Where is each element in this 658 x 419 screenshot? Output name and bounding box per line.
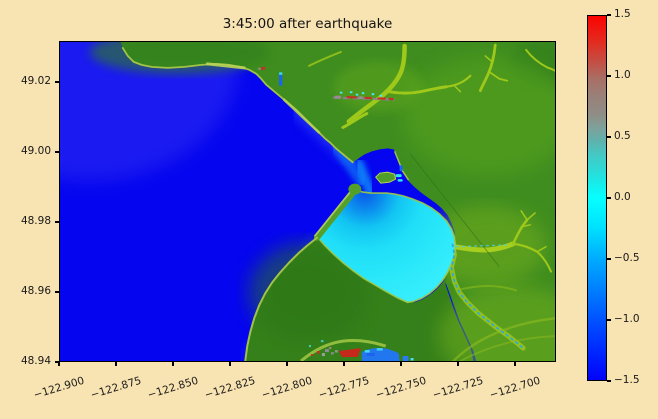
y-tick-label: 48.96 [20, 284, 51, 297]
x-tick-mark [400, 362, 402, 366]
colorbar-tick-label: −0.5 [614, 252, 640, 264]
colorbar-tick-label: 1.5 [614, 8, 631, 20]
y-tick-label: 49.00 [20, 144, 51, 157]
y-tick-label: 48.98 [20, 214, 51, 227]
x-tick-label: −122.700 [488, 374, 542, 402]
x-tick-mark [115, 362, 117, 366]
plot-title: 3:45:00 after earthquake [222, 16, 393, 32]
x-tick-label: −122.875 [89, 374, 143, 402]
colorbar [587, 15, 607, 381]
y-tick-label: 49.02 [20, 74, 51, 87]
colorbar-tick-mark [607, 258, 611, 260]
colorbar-tick-label: 0.0 [614, 191, 631, 203]
birch-bay-inundation [300, 339, 414, 361]
x-tick-label: −122.800 [260, 374, 314, 402]
x-tick-mark [457, 362, 459, 366]
river-mouth-notch [279, 73, 283, 86]
drayton-harbor-region [317, 188, 457, 304]
x-tick-label: −122.900 [32, 374, 86, 402]
x-tick-label: −122.850 [146, 374, 200, 402]
waterfront-wave-runup-streak [258, 66, 395, 101]
x-tick-mark [343, 362, 345, 366]
x-tick-label: −122.775 [317, 374, 371, 402]
x-tick-label: −122.750 [374, 374, 428, 402]
railroad-line [410, 153, 500, 267]
semiahmoo-spit [313, 183, 362, 241]
pier-wave-speck [261, 66, 266, 70]
x-tick-label: −122.825 [203, 374, 257, 402]
shoreline-sand-edges [121, 47, 354, 361]
colorbar-tick-mark [607, 75, 611, 77]
x-tick-mark [172, 362, 174, 366]
colorbar-tick-label: −1.5 [614, 374, 640, 386]
colorbar-tick-mark [607, 380, 611, 382]
colorbar-tick-mark [607, 197, 611, 199]
colorbar-tick-label: 1.0 [614, 69, 631, 81]
x-tick-mark [514, 362, 516, 366]
colorbar-tick-mark [607, 136, 611, 138]
colorbar-tick-mark [607, 319, 611, 321]
tsunami-heatmap [60, 42, 555, 361]
map-plot-frame [59, 41, 556, 362]
y-tick-label: 48.94 [20, 354, 51, 367]
x-tick-mark [58, 362, 60, 366]
river-valleys [307, 43, 555, 361]
colorbar-tick-label: 0.5 [614, 130, 631, 142]
colorbar-tick-label: −1.0 [614, 313, 640, 325]
x-tick-mark [286, 362, 288, 366]
x-tick-label: −122.725 [431, 374, 485, 402]
blaine-marina [375, 151, 410, 184]
birch-point-upland [245, 237, 474, 361]
colorbar-tick-mark [607, 14, 611, 16]
x-tick-mark [229, 362, 231, 366]
